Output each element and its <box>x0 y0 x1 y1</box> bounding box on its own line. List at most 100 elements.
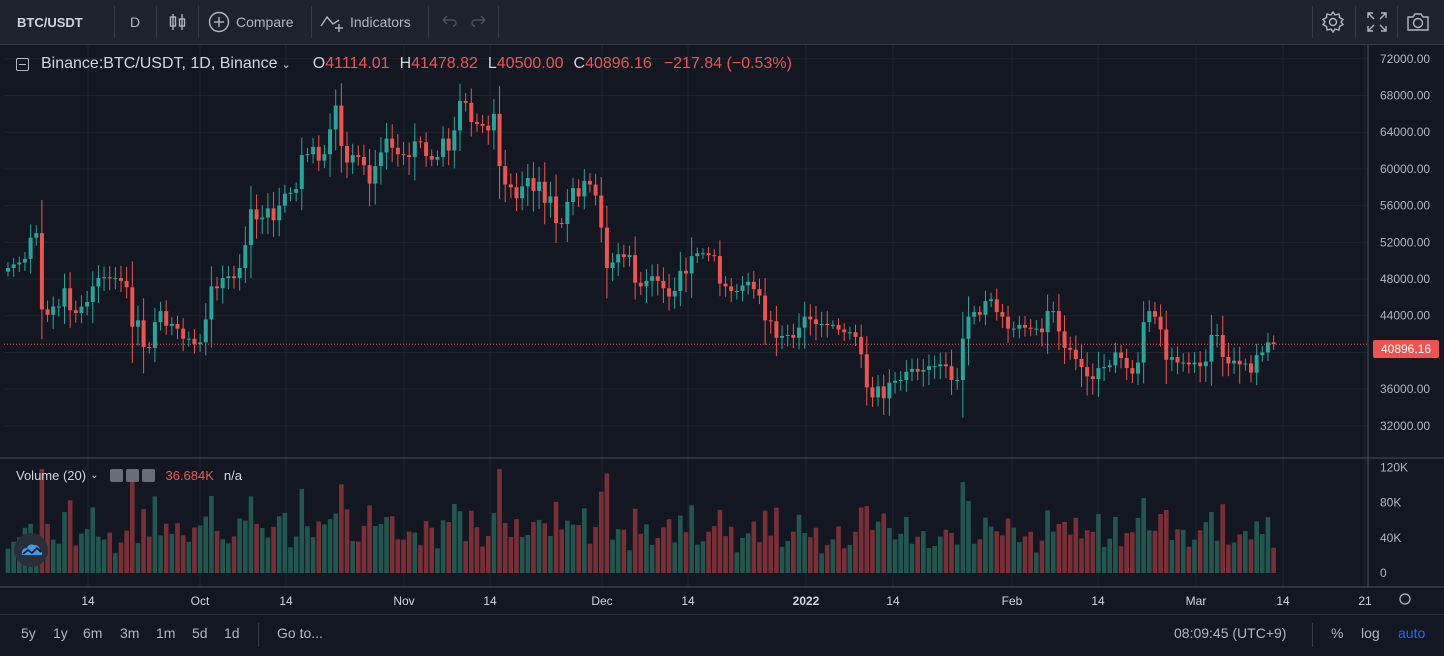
volume-bar <box>271 526 276 573</box>
gear-icon[interactable] <box>126 469 140 482</box>
collapse-legend-icon[interactable] <box>16 57 29 71</box>
volume-title[interactable]: Volume (20) <box>16 468 87 483</box>
log-scale-button[interactable]: log <box>1361 625 1380 641</box>
volume-bar <box>406 531 412 573</box>
candle-body <box>661 280 666 289</box>
volume-bar <box>378 524 384 573</box>
volume-bar <box>203 516 209 573</box>
candle-body <box>1028 327 1033 329</box>
candle-body <box>1062 331 1067 348</box>
volume-bar <box>723 536 728 573</box>
candle-body <box>525 178 530 187</box>
candle-body <box>152 322 157 348</box>
candle-body <box>350 155 355 163</box>
undo-button[interactable] <box>440 0 458 44</box>
range-1d-button[interactable]: 1d <box>224 625 240 641</box>
candle-body <box>599 195 604 228</box>
chart-type-button[interactable] <box>168 0 188 44</box>
volume-bar <box>1130 532 1135 573</box>
candle-body <box>621 254 626 258</box>
candle-body <box>282 193 287 206</box>
volume-bar <box>1062 521 1067 573</box>
candle-body <box>1181 362 1186 364</box>
candle-body <box>1249 363 1253 373</box>
candle-body <box>508 184 513 188</box>
candle-body <box>1034 328 1039 330</box>
candle-body <box>729 286 734 291</box>
range-5d-button[interactable]: 5d <box>192 625 208 641</box>
candle-body <box>322 154 327 161</box>
toolbar-divider <box>258 623 259 647</box>
volume-bar <box>689 505 694 573</box>
volume-bar <box>1101 546 1107 573</box>
price-tick-label: 68000.00 <box>1380 88 1430 102</box>
candle-body <box>311 146 316 155</box>
auto-scale-button[interactable]: auto <box>1398 625 1426 641</box>
volume-bar <box>937 536 943 573</box>
candle-body <box>1260 352 1265 356</box>
range-6m-button[interactable]: 6m <box>83 625 103 641</box>
volume-bar <box>141 509 146 573</box>
interval-button[interactable]: D <box>130 14 141 30</box>
candle-body <box>932 366 937 368</box>
percent-scale-button[interactable]: % <box>1331 625 1344 641</box>
volume-bar <box>1260 534 1265 573</box>
candle-body <box>712 255 717 257</box>
volume-bar <box>259 527 265 573</box>
redo-button[interactable] <box>470 0 488 44</box>
series-title[interactable]: Binance:BTC/USDT, 1D, Binance <box>41 55 278 72</box>
volume-bar <box>666 519 672 573</box>
volume-bar <box>39 469 45 573</box>
axis-settings-gear-icon[interactable] <box>1399 593 1411 605</box>
toolbar-divider <box>198 6 199 38</box>
volume-bar <box>887 527 892 573</box>
settings-button[interactable] <box>1321 0 1345 44</box>
candle-body <box>842 329 847 333</box>
volume-bar <box>745 533 751 573</box>
candle-body <box>587 180 592 185</box>
candle-body <box>734 290 739 292</box>
range-1y-button[interactable]: 1y <box>53 625 68 641</box>
volume-bar <box>1039 540 1045 573</box>
chevron-down-icon[interactable]: ⌄ <box>90 470 99 481</box>
candle-body <box>390 138 395 148</box>
snapshot-button[interactable] <box>1406 0 1430 44</box>
candle-body <box>938 364 943 367</box>
volume-tick-label: 120K <box>1380 460 1408 474</box>
fullscreen-button[interactable] <box>1366 0 1388 44</box>
eye-icon[interactable] <box>110 469 124 482</box>
volume-bar <box>915 536 920 573</box>
tradingview-logo[interactable] <box>14 533 48 567</box>
range-1m-button[interactable]: 1m <box>156 625 176 641</box>
clock[interactable]: 08:09:45 (UTC+9) <box>1174 625 1287 641</box>
candle-body <box>294 189 299 193</box>
price-chart[interactable]: 72000.00 68000.00 64000.00 60000.00 56000.00… <box>0 45 1444 613</box>
candle-body <box>955 379 960 381</box>
candle-body <box>458 100 462 131</box>
indicators-button[interactable]: Indicators <box>320 0 411 44</box>
volume-bar <box>819 553 824 573</box>
volume-bar <box>327 519 333 573</box>
range-3m-button[interactable]: 3m <box>120 625 140 641</box>
candle-body <box>1192 362 1197 365</box>
candle-body <box>62 288 67 307</box>
compare-button[interactable]: Compare <box>208 0 294 44</box>
candle-body <box>491 113 496 131</box>
volume-bar <box>565 520 570 573</box>
candle-body <box>893 380 898 383</box>
candle-body <box>446 138 451 151</box>
time-tick-label: Feb <box>1002 594 1023 608</box>
volume-na: n/a <box>223 468 242 483</box>
volume-bar <box>1147 530 1152 573</box>
goto-button[interactable]: Go to... <box>277 625 323 641</box>
close-icon[interactable] <box>142 469 156 482</box>
candle-body <box>130 287 135 327</box>
candle-body <box>876 386 881 398</box>
range-5y-button[interactable]: 5y <box>21 625 36 641</box>
volume-bar <box>186 541 192 573</box>
chevron-down-icon[interactable]: ⌄ <box>281 58 291 71</box>
candle-body <box>1017 324 1022 329</box>
symbol-search-button[interactable]: BTC/USDT <box>17 14 83 30</box>
volume-bar <box>50 539 56 573</box>
candle-body <box>124 280 129 288</box>
